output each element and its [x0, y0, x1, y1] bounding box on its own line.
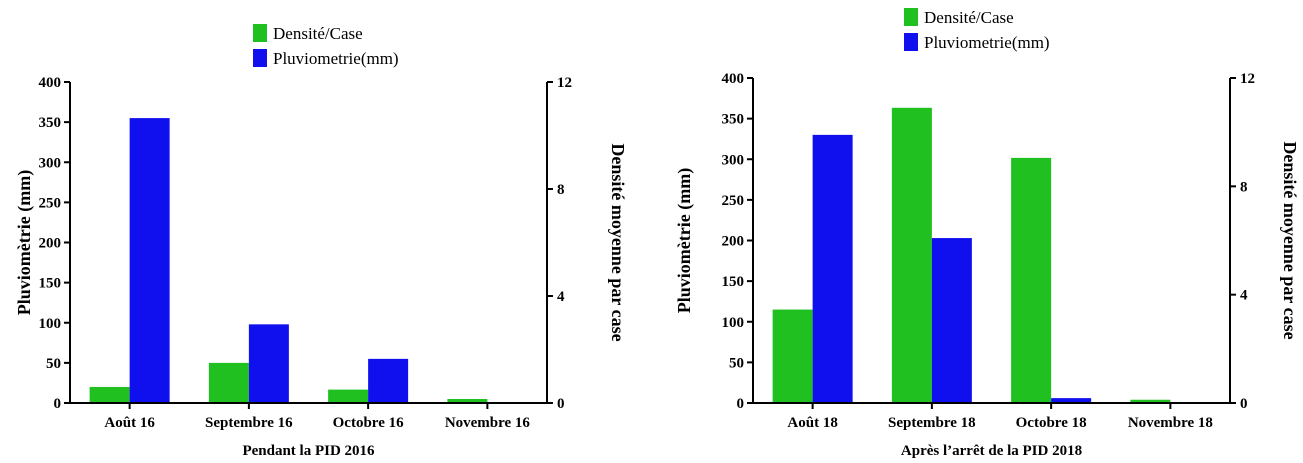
y2-tick-label: 0: [1240, 396, 1248, 412]
bar-densite-1: [89, 386, 130, 403]
y-tick-label: 50: [46, 356, 61, 372]
bar-pluvio-1: [812, 134, 853, 403]
y-tick-label: 350: [39, 115, 62, 131]
legend: Densité/Case Pluviometrie(mm): [904, 8, 1050, 52]
bar-densite-2: [208, 362, 249, 403]
bar-densite-1: [772, 309, 813, 403]
y-tick-label: 50: [729, 355, 744, 371]
x-axis-title: Pendant la PID 2016: [242, 443, 375, 459]
y-tick-label: 200: [39, 236, 62, 252]
y-axis-title: Pluviomètrie (mm): [674, 168, 695, 313]
legend: Densité/Case Pluviometrie(mm): [253, 24, 399, 68]
legend-label-2: Pluviometrie(mm): [273, 49, 399, 68]
y-tick-label: 100: [722, 315, 745, 331]
y-tick-label: 150: [39, 276, 62, 292]
y2-tick-label: 12: [1240, 71, 1255, 87]
y-tick-label: 300: [39, 155, 62, 171]
bar-pluvio-3: [368, 358, 409, 403]
bar-densite-2: [891, 107, 932, 404]
x-tick-label: Novembre 16: [445, 415, 531, 431]
legend-label-1: Densité/Case: [924, 8, 1014, 27]
bar-densite-4: [447, 398, 488, 403]
y-tick-label: 350: [722, 112, 745, 128]
y2-tick-label: 4: [557, 289, 565, 305]
y2-axis-title: Densité moyenne par case: [608, 143, 628, 341]
legend-label-1: Densité/Case: [273, 24, 363, 43]
bar-pluvio-3: [1051, 398, 1092, 403]
y-tick-label: 100: [39, 316, 62, 332]
y-tick-label: 400: [722, 71, 745, 87]
y2-tick-label: 0: [557, 396, 565, 412]
y-tick-label: 300: [722, 152, 745, 168]
x-tick-label: Août 18: [787, 415, 837, 431]
bar-pluvio-2: [248, 324, 289, 403]
legend-swatch-2: [904, 33, 918, 51]
y-tick-label: 250: [39, 195, 62, 211]
bar-pluvio-2: [931, 238, 972, 403]
x-tick-label: Septembre 18: [888, 415, 976, 431]
chart-1: Août 16 Septembre 16 Octobre 16 Novembre 16…: [14, 24, 628, 459]
y-tick-label: 200: [722, 234, 745, 250]
legend-swatch-1: [253, 24, 267, 42]
x-tick-label: Septembre 16: [205, 415, 293, 431]
y-tick-label: 0: [737, 396, 745, 412]
legend-label-2: Pluviometrie(mm): [924, 33, 1050, 52]
bar-densite-3: [1011, 157, 1052, 403]
y-tick-label: 0: [54, 396, 62, 412]
legend-swatch-1: [904, 8, 918, 26]
x-axis-title: Après l’arrêt de la PID 2018: [901, 443, 1082, 459]
chart-2: Août 18 Septembre 18 Octobre 18 Novembre 18…: [674, 8, 1300, 459]
y2-tick-label: 8: [557, 182, 565, 198]
bar-densite-4: [1130, 399, 1171, 403]
bar-pluvio-1: [129, 118, 170, 404]
y-tick-label: 250: [722, 193, 745, 209]
y-tick-label: 400: [39, 75, 62, 91]
x-tick-label: Octobre 18: [1016, 415, 1087, 431]
x-tick-label: Août 16: [104, 415, 155, 431]
x-tick-label: Novembre 18: [1128, 415, 1213, 431]
x-tick-label: Octobre 16: [333, 415, 404, 431]
y-axis-title: Pluviomètrie (mm): [14, 170, 35, 315]
legend-swatch-2: [253, 49, 267, 67]
y-tick-label: 150: [722, 274, 745, 290]
y2-axis-title: Densité moyenne par case: [1280, 141, 1300, 339]
y2-tick-label: 8: [1240, 179, 1248, 195]
y2-tick-label: 12: [557, 75, 572, 91]
y2-tick-label: 4: [1240, 288, 1248, 304]
bar-densite-3: [328, 389, 369, 403]
